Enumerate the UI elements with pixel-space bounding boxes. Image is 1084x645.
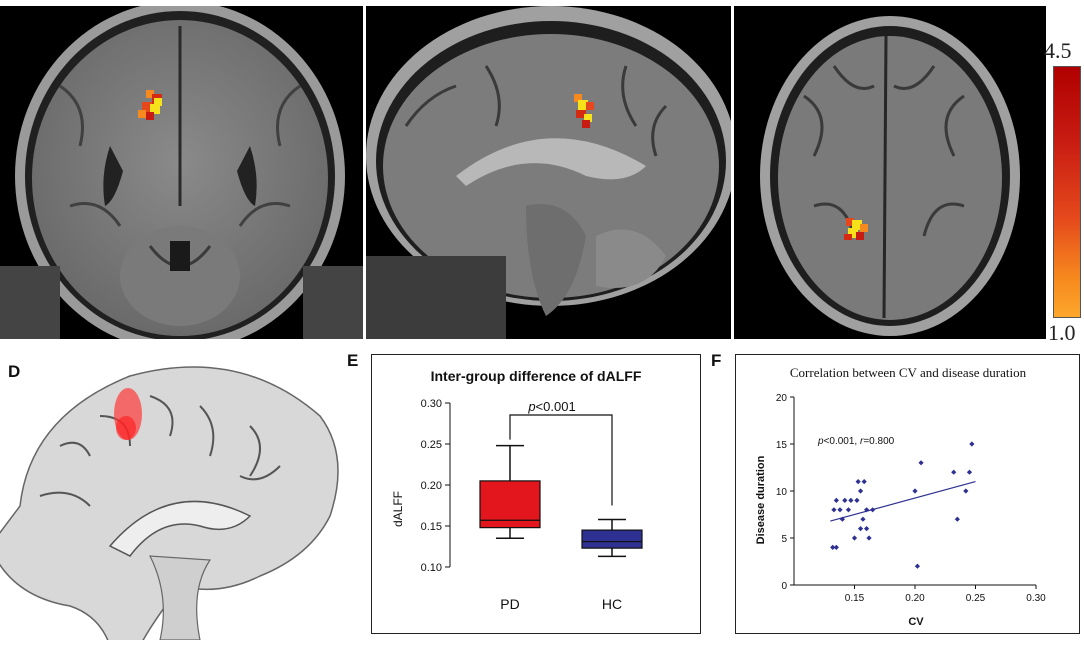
boxplot-category-label: PD [500,596,519,612]
scatter-title: Correlation between CV and disease durat… [790,365,1027,380]
scatter-point [864,526,870,532]
colorbar-max-label: 4.5 [1044,38,1072,63]
boxplot-y-tick-label: 0.15 [421,521,442,533]
scatter-point [842,497,848,503]
colorbar-min-label: 1.0 [1048,320,1076,345]
scatter-x-tick-label: 0.30 [1026,593,1046,604]
scatter-point [830,544,836,550]
scatter-point [954,516,960,522]
scatter-point [866,535,872,541]
scatter-point [837,507,843,513]
scatter-y-tick-label: 10 [776,487,788,498]
boxplot-title: Inter-group difference of dALFF [431,368,642,384]
scatter-fit-line [830,481,976,522]
boxplot-y-axis-label: dALFF [391,491,405,527]
scatter-point [963,488,969,494]
scatter-x-tick-label: 0.20 [905,593,925,604]
scatter-panel: Correlation between CV and disease durat… [735,354,1080,634]
scatter-x-tick-label: 0.15 [845,593,865,604]
boxplot-panel: Inter-group difference of dALFF dALFF 0.… [371,354,701,634]
scatter-x-axis-label: CV [908,616,924,628]
scatter-point [914,563,921,569]
boxplot-y-tick-label: 0.25 [421,439,442,451]
boxplot-y-tick-label: 0.20 [421,480,442,492]
scatter-x-tick-label: 0.25 [966,593,986,604]
scatter-point [860,516,866,522]
scatter-point [966,469,973,475]
boxplot-y-tick-label: 0.30 [421,398,442,410]
scatter-point [833,544,839,550]
scatter-point [831,507,837,513]
scatter-point [833,497,839,503]
scatter-point [854,497,860,503]
scatter-point [857,488,864,494]
axial-mri-image [734,6,1046,339]
panel-label-f: F [711,351,722,370]
scatter-point [857,526,864,532]
boxplot-y-tick-label: 0.10 [421,562,442,574]
coronal-mri-image [0,6,363,339]
scatter-y-tick-label: 20 [776,393,788,404]
scatter-point [861,479,867,485]
boxplot-significance-bracket [509,414,613,506]
boxplot-pvalue-annotation: p<0.001 [527,399,575,414]
panel-label-d: D [8,362,21,381]
scatter-stats-annotation: p<0.001, r=0.800 [817,436,895,447]
scatter-point [851,535,858,541]
scatter-point [951,469,957,475]
scatter-point [969,441,975,447]
sagittal-mri-image [366,6,731,339]
colorbar [1053,66,1081,318]
scatter-point [870,507,876,513]
scatter-y-tick-label: 15 [776,440,788,451]
scatter-point [845,507,852,513]
scatter-point [918,460,924,466]
scatter-point [912,488,918,494]
scatter-y-axis-label: Disease duration [755,455,767,544]
scatter-y-tick-label: 0 [781,581,787,592]
panel-label-e: E [347,351,359,370]
surface-render-image [0,356,345,645]
scatter-point [848,497,854,503]
scatter-y-tick-label: 5 [781,534,787,545]
boxplot-box-hc [581,529,643,549]
boxplot-category-label: HC [602,596,622,612]
scatter-point [855,479,861,485]
